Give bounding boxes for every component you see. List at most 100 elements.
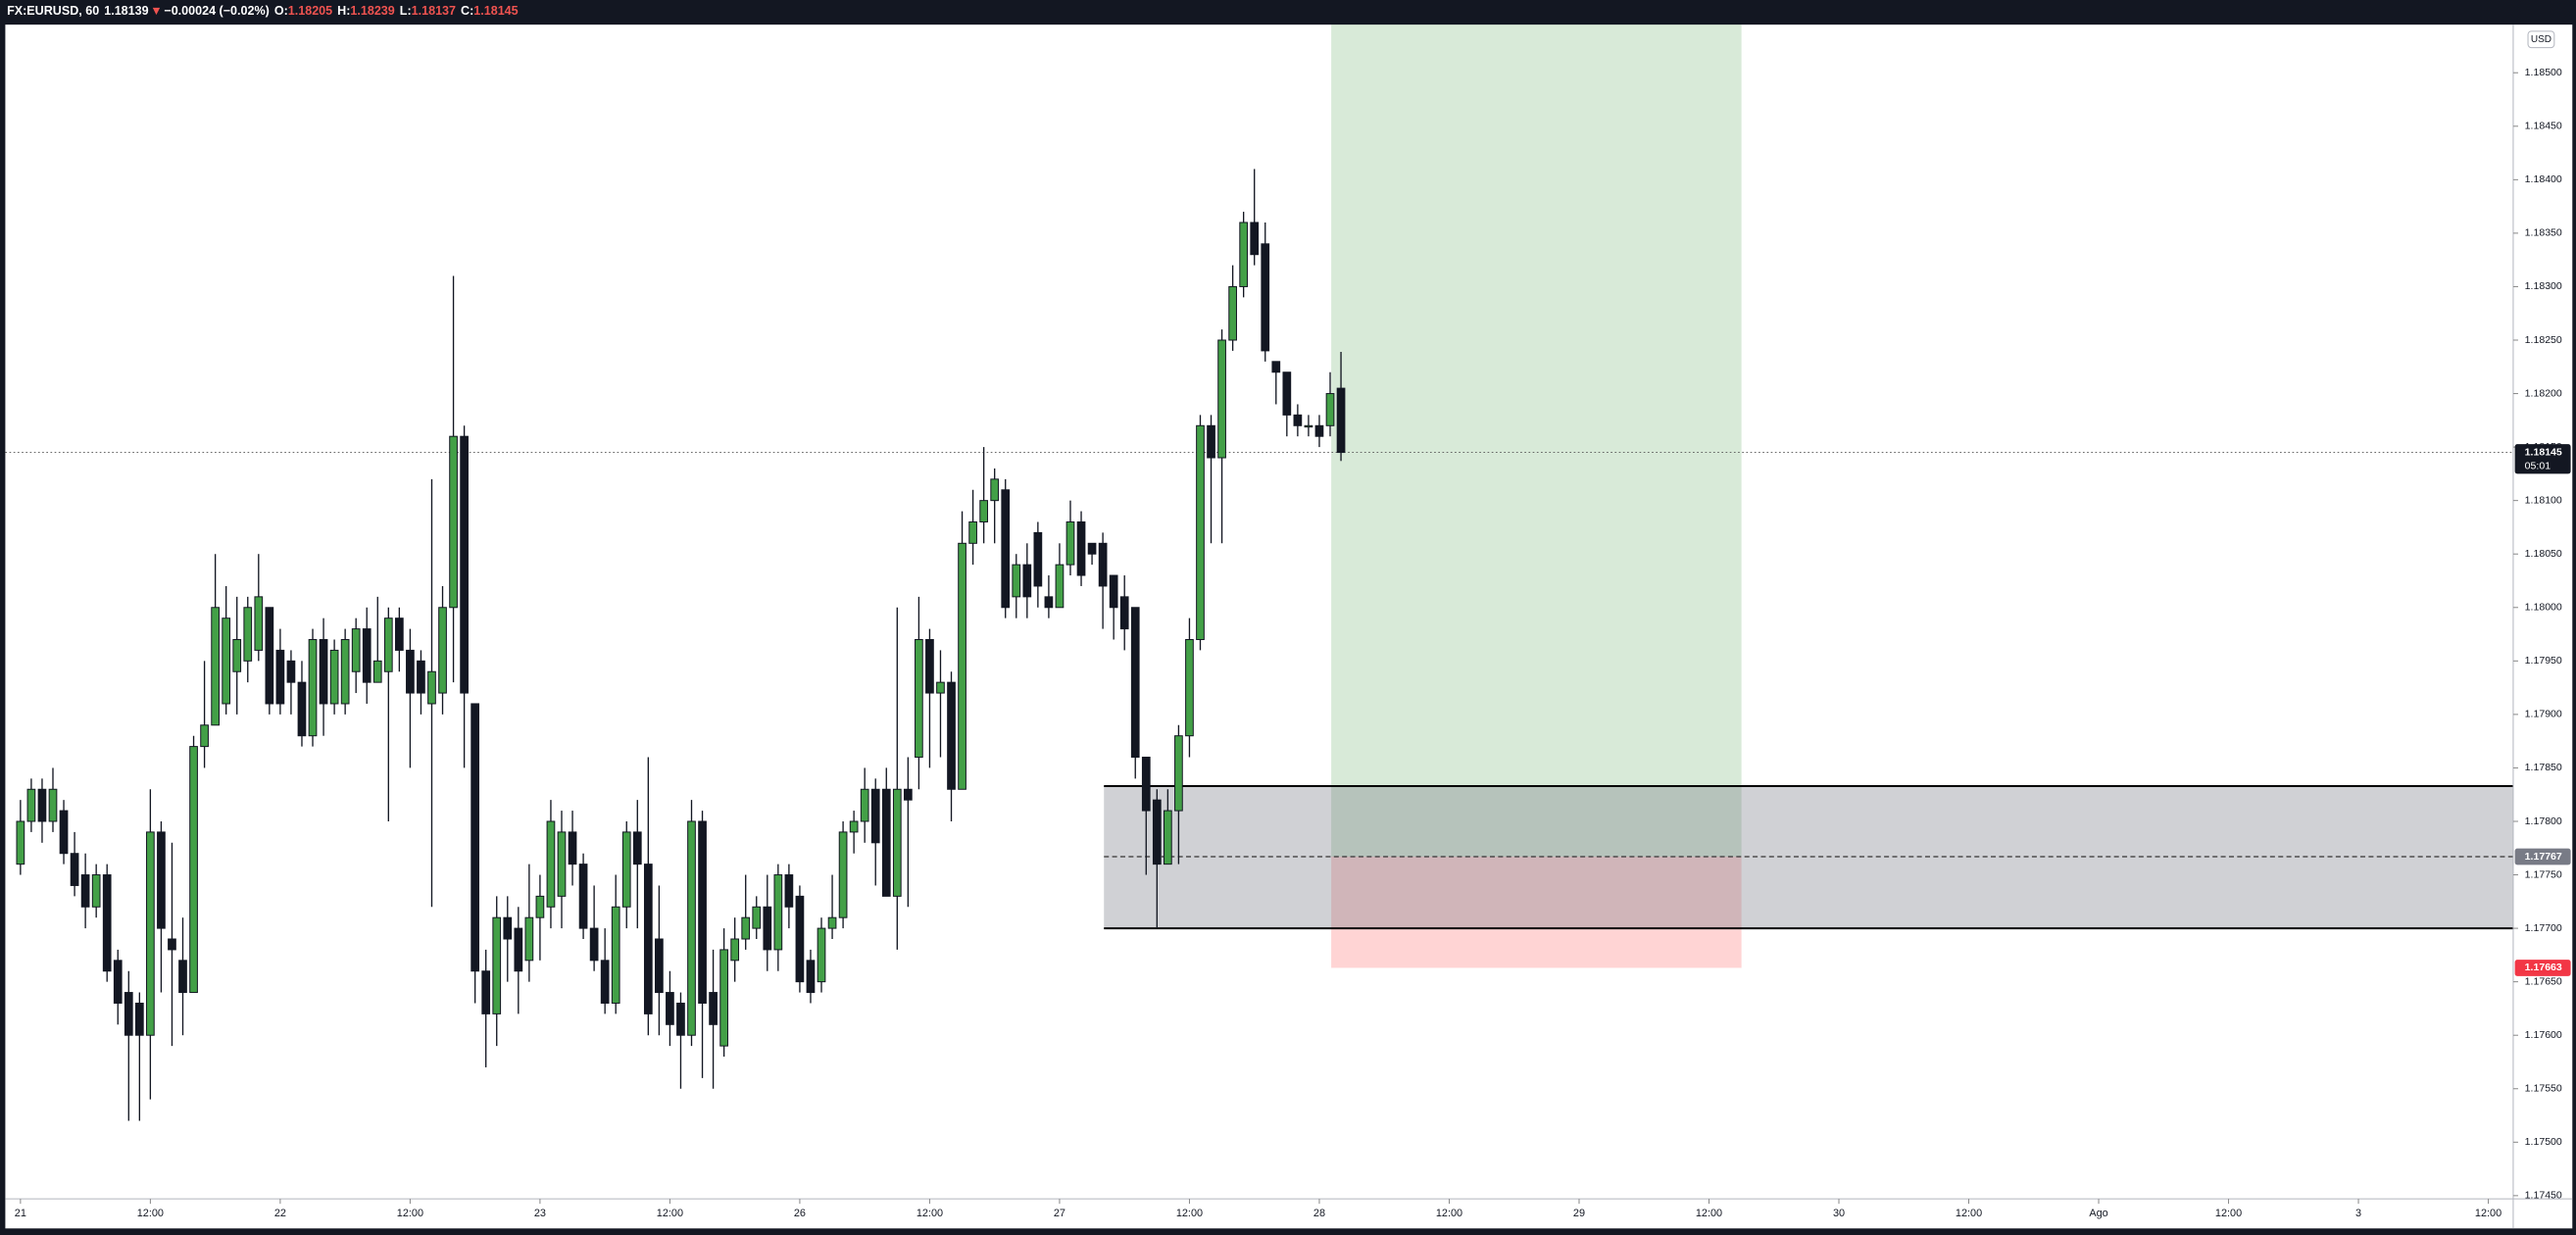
candle-body (621, 831, 631, 908)
y-tick-label: 1.17600 (2525, 1029, 2562, 1041)
x-tick-label: 12:00 (1436, 1208, 1462, 1219)
y-tick-label: 1.17500 (2525, 1136, 2562, 1148)
candle-body (817, 927, 826, 983)
x-tick-label: 26 (794, 1208, 806, 1219)
y-tick-label: 1.18050 (2525, 548, 2562, 560)
stop-zone (1331, 856, 1742, 968)
candle-body (1271, 361, 1281, 373)
header-text: C: (461, 4, 473, 18)
candle-body (211, 607, 220, 726)
candle-body (329, 649, 339, 705)
candle-body (1130, 607, 1140, 759)
candle-body (503, 916, 513, 940)
countdown-label: 05:01 (2525, 461, 2551, 472)
candle-body (297, 681, 307, 737)
candle-body (557, 831, 567, 897)
candle-body (1293, 414, 1303, 426)
candle-body (1001, 489, 1011, 609)
candle-body (524, 916, 534, 962)
candle-body (362, 628, 372, 683)
candle-body (958, 542, 966, 790)
candle-body (1087, 542, 1097, 555)
x-tick-label: 27 (1054, 1208, 1065, 1219)
candle-body (394, 618, 404, 651)
stop-label: 1.17663 (2525, 962, 2562, 973)
currency-box (2527, 30, 2555, 49)
x-tick-label: 12:00 (137, 1208, 164, 1219)
candle-body (134, 1002, 144, 1036)
candle-body (763, 906, 772, 951)
x-tick-label: 12:00 (916, 1208, 943, 1219)
y-tick-label: 1.17950 (2525, 655, 2562, 667)
candle-body (1325, 393, 1335, 426)
candle-body (968, 520, 977, 544)
candle-body (308, 639, 318, 737)
header-text: 1.18145 (473, 4, 518, 18)
candle-body (1185, 639, 1194, 737)
candle-body (157, 831, 166, 929)
candle-body (80, 874, 90, 908)
x-tick-label: 23 (534, 1208, 546, 1219)
header-text: ▼ (150, 4, 162, 18)
x-tick-label: 12:00 (397, 1208, 423, 1219)
candle-body (254, 596, 264, 651)
candle-body (48, 788, 58, 822)
candle-body (1044, 596, 1054, 609)
candle-body (773, 874, 783, 951)
candle-body (406, 649, 415, 694)
supply-demand-zone (1104, 785, 2513, 929)
y-tick-label: 1.18500 (2525, 67, 2562, 78)
y-tick-label: 1.18300 (2525, 280, 2562, 292)
candle-body (383, 618, 393, 672)
candle-body (719, 949, 728, 1047)
candle-body (903, 788, 913, 801)
candle-body (372, 660, 382, 683)
candle-body (578, 864, 588, 929)
entry-tag-box (2514, 848, 2571, 865)
y-tick-label: 1.17850 (2525, 762, 2562, 773)
header-text: 1.18205 (288, 4, 332, 18)
candle-body (1164, 810, 1172, 865)
candle-body (1055, 564, 1065, 609)
candle-body (676, 1002, 685, 1036)
candle-body (546, 820, 556, 908)
x-tick-label: 12:00 (1696, 1208, 1722, 1219)
candle-body (849, 820, 859, 833)
header-text: 1.18239 (350, 4, 394, 18)
candle-body (752, 906, 762, 929)
candle-body (102, 874, 112, 972)
candle-body (1098, 542, 1108, 587)
candle-body (492, 916, 502, 1014)
x-tick-label: 12:00 (2215, 1208, 2242, 1219)
candle-body (870, 788, 880, 844)
x-tick-label: 30 (1833, 1208, 1845, 1219)
candle-body (222, 618, 231, 705)
x-tick-label: 28 (1313, 1208, 1325, 1219)
candle-body (438, 607, 447, 694)
y-tick-label: 1.18350 (2525, 227, 2562, 239)
header-text: 1.18137 (412, 4, 456, 18)
header-text: FX:EURUSD, 60 (7, 4, 99, 18)
candle-body (795, 895, 805, 983)
candle-body (265, 607, 274, 705)
candle-body (178, 960, 187, 994)
last-price-tag-box (2514, 444, 2571, 474)
candle-body (1250, 222, 1260, 256)
candle-body (535, 895, 545, 918)
candle-body (687, 820, 696, 1036)
y-tick-label: 1.17800 (2525, 815, 2562, 827)
y-tick-label: 1.18100 (2525, 494, 2562, 506)
y-tick-label: 1.18400 (2525, 173, 2562, 185)
candle-body (979, 500, 989, 522)
candle-body (838, 831, 848, 918)
y-tick-label: 1.17550 (2525, 1083, 2562, 1095)
candle-body (1152, 799, 1162, 865)
candle-body (1228, 285, 1237, 341)
candle-body (1119, 596, 1129, 630)
header: FX:EURUSD, 60 1.18139 ▼ −0.00024 (−0.02%) O:… (7, 4, 519, 18)
candle-body (568, 831, 577, 865)
header-text: L: (400, 4, 412, 18)
candle-body (655, 938, 664, 994)
